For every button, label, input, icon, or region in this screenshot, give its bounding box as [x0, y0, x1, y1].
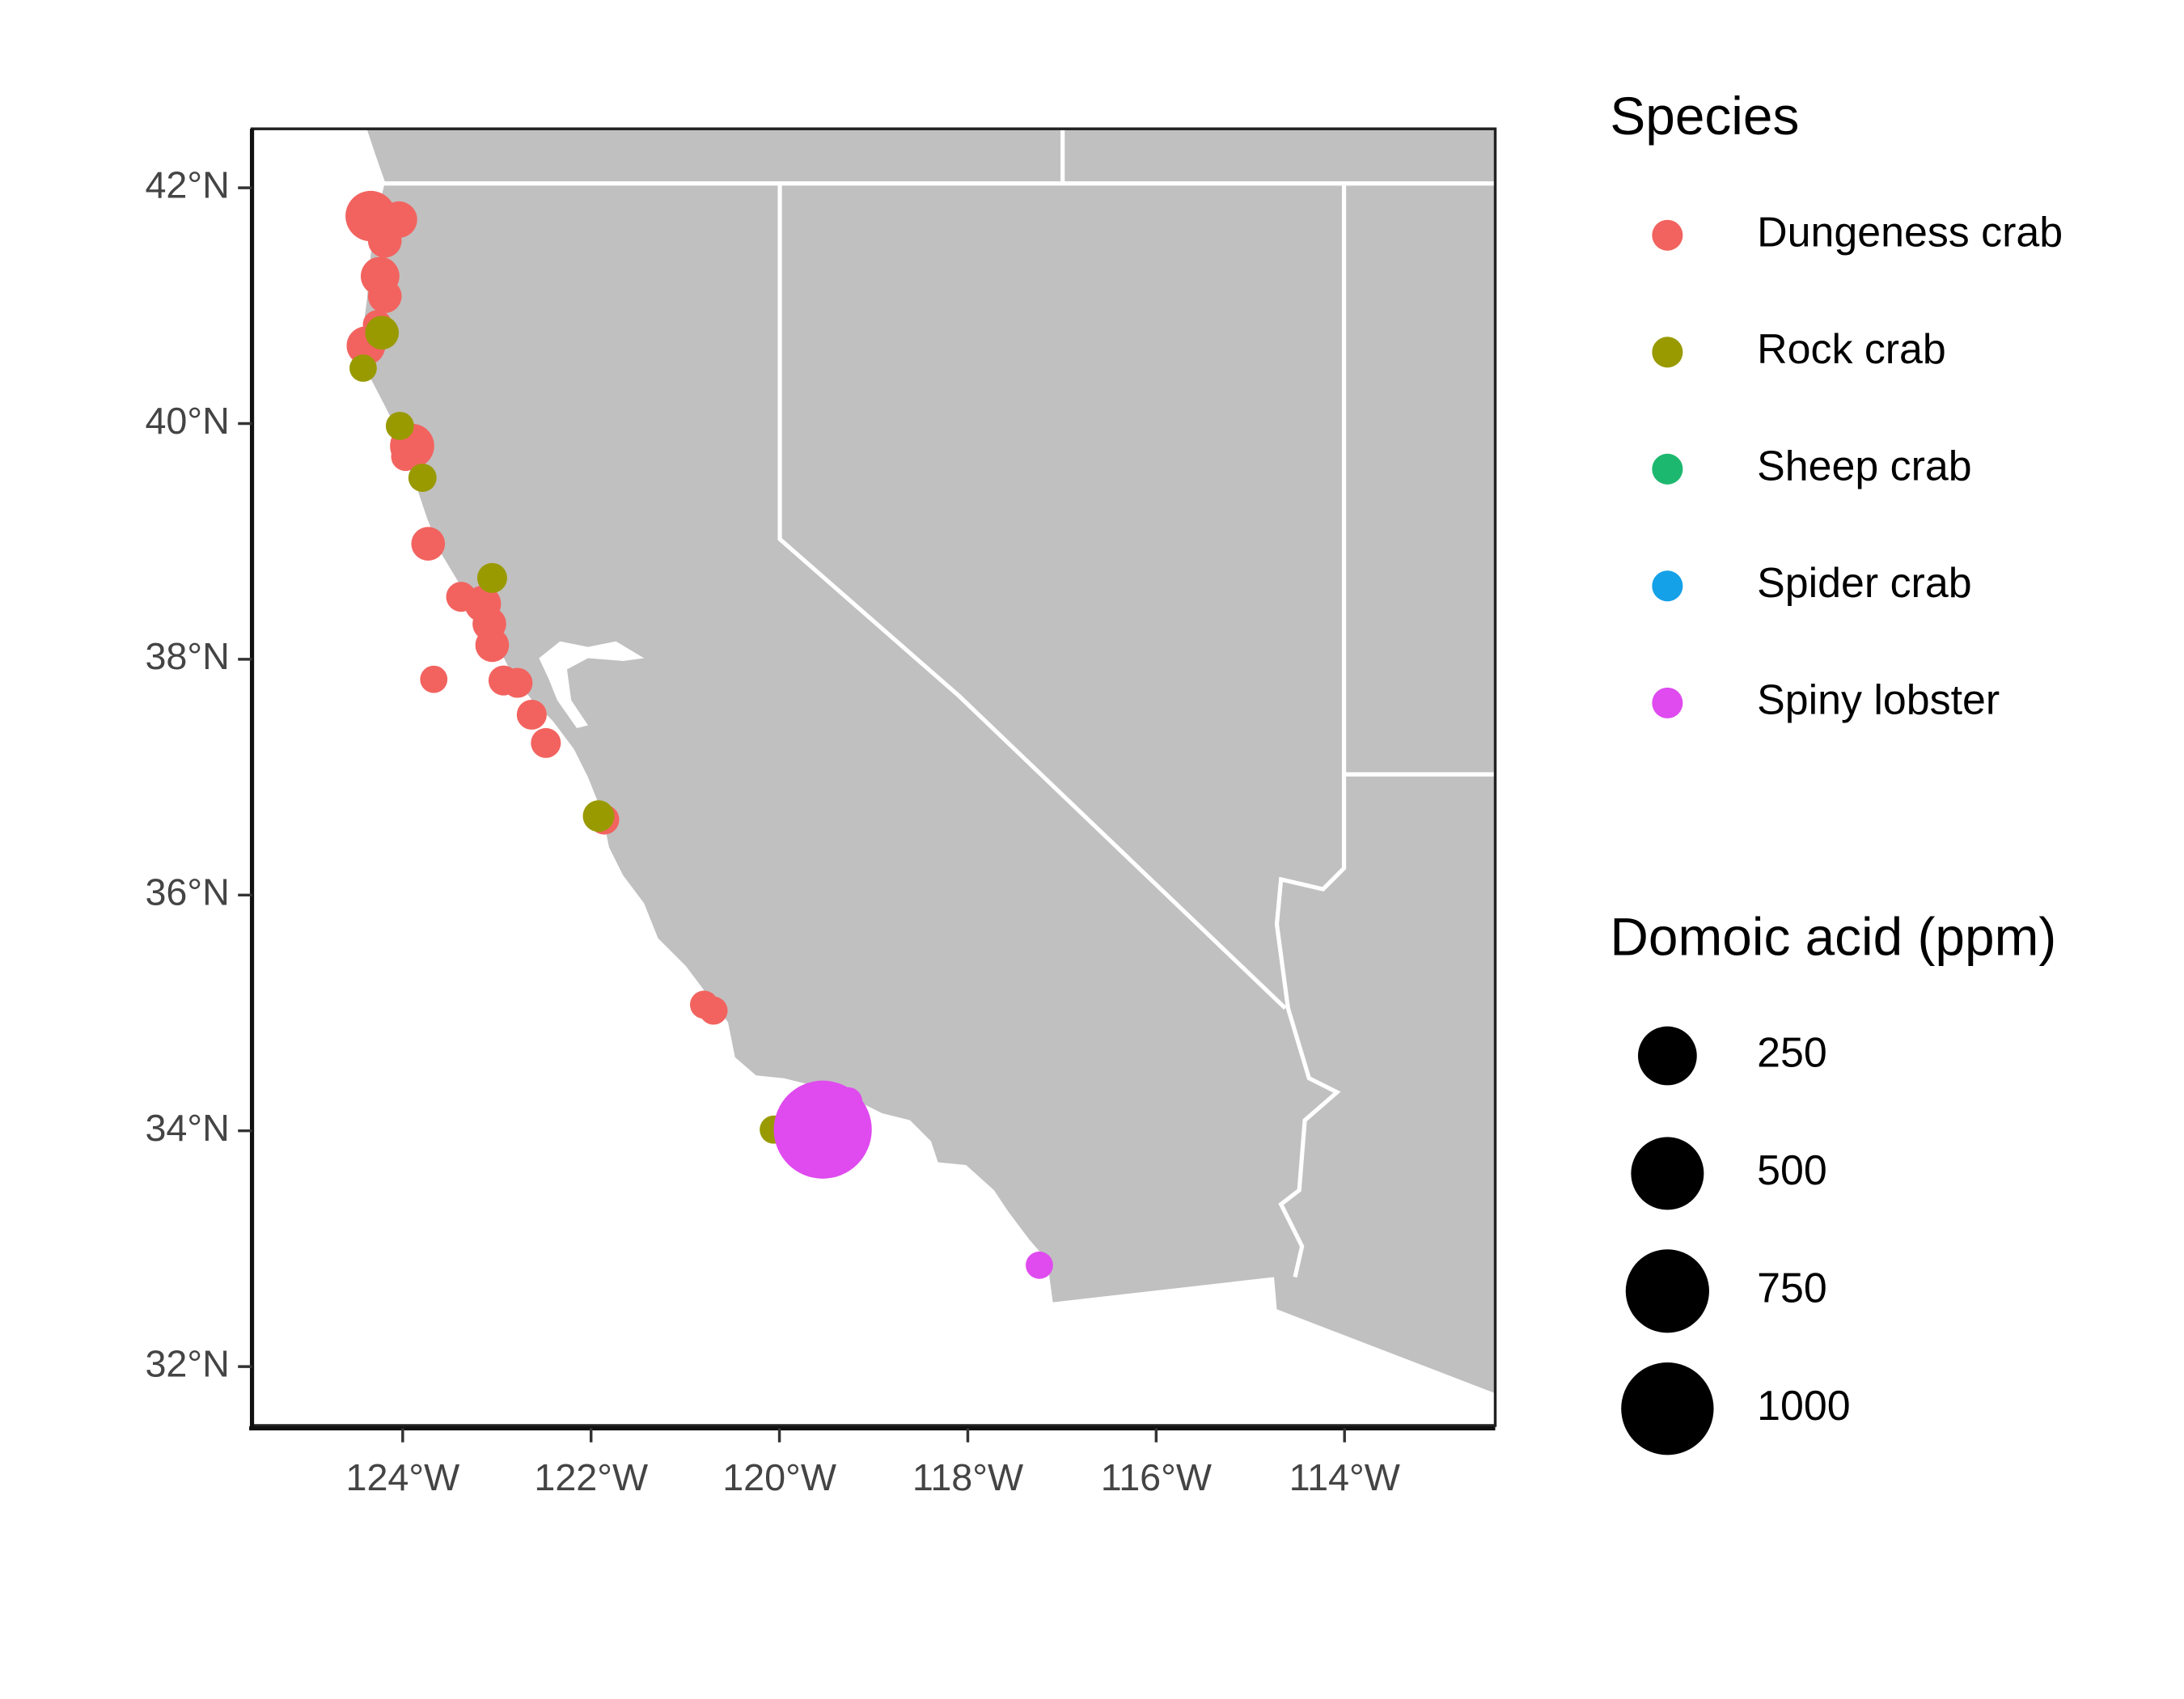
point	[834, 1087, 863, 1116]
x-tick-label: 118°W	[912, 1456, 1023, 1498]
point	[391, 442, 421, 472]
y-tick-label: 42°N	[145, 163, 229, 205]
color-legend-title: Species	[1610, 86, 1799, 146]
legend-swatch	[1652, 687, 1683, 718]
land	[361, 129, 1496, 1394]
legend-swatch	[1652, 219, 1683, 251]
point	[476, 562, 507, 593]
legend-swatch	[1652, 337, 1683, 368]
point	[516, 699, 547, 730]
legend-swatch	[1652, 570, 1683, 602]
point	[411, 527, 446, 561]
point	[385, 411, 414, 440]
point	[408, 464, 437, 492]
point	[475, 628, 510, 663]
border	[777, 183, 1287, 1011]
size-legend-swatch	[1621, 1362, 1714, 1455]
legend-label: Rock crab	[1757, 326, 1946, 373]
plot-root: Species Domoic acid (ppm) 124°W 122°W 120°…	[145, 86, 2063, 1498]
point	[582, 800, 615, 833]
x-tick-label: 120°W	[722, 1456, 836, 1498]
x-tick-label: 116°W	[1101, 1456, 1212, 1498]
point	[349, 354, 377, 382]
point	[699, 996, 728, 1025]
bay	[539, 641, 645, 729]
point	[367, 223, 402, 258]
size-legend-swatch	[1625, 1249, 1709, 1333]
point	[420, 665, 448, 693]
x-tick-label: 122°W	[534, 1456, 648, 1498]
legend-label: Sheep crab	[1757, 443, 1972, 490]
size-legend-label: 250	[1757, 1030, 1827, 1077]
legend-swatch	[1652, 453, 1683, 485]
y-tick-label: 40°N	[145, 400, 229, 442]
x-tick-label: 124°W	[345, 1456, 459, 1498]
point	[1026, 1251, 1053, 1279]
size-legend-label: 1000	[1757, 1383, 1850, 1430]
y-tick-label: 38°N	[145, 635, 229, 677]
point	[367, 279, 402, 313]
point	[365, 316, 400, 350]
size-legend-title: Domoic acid (ppm)	[1610, 906, 2056, 966]
legend-label: Spider crab	[1757, 560, 1971, 607]
y-tick-label: 34°N	[145, 1107, 229, 1149]
y-tick-label: 36°N	[145, 871, 229, 913]
borders	[366, 129, 1496, 1278]
y-tick-label: 32°N	[145, 1342, 229, 1384]
point	[488, 665, 518, 696]
size-legend-label: 750	[1757, 1265, 1827, 1312]
legend-label: Dungeness crab	[1757, 209, 2063, 256]
x-tick-label: 114°W	[1289, 1456, 1400, 1498]
legend-label: Spiny lobster	[1757, 677, 2000, 724]
map	[361, 129, 1496, 1394]
size-legend-swatch	[1638, 1026, 1697, 1086]
border	[1274, 183, 1347, 1278]
size-legend-swatch	[1631, 1137, 1704, 1210]
point	[531, 727, 561, 758]
size-legend-label: 500	[1757, 1147, 1827, 1194]
points	[345, 190, 1053, 1279]
